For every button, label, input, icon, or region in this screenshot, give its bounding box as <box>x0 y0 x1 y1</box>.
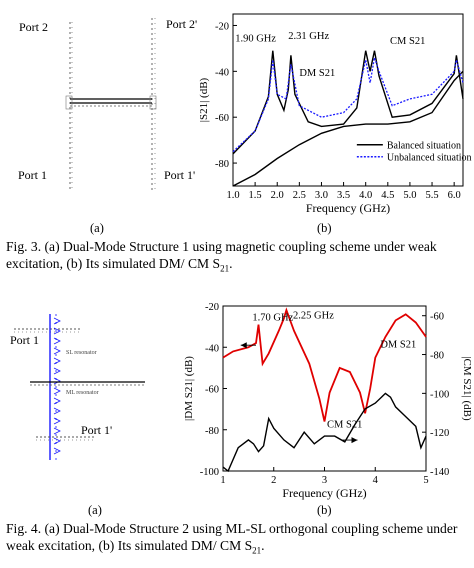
y-tick-label: -100 <box>200 467 219 478</box>
y-tick-label: -60 <box>215 113 229 124</box>
fig3-caption-text: Fig. 3. (a) Dual-Mode Structure 1 using … <box>6 239 437 271</box>
series-line-unbalanced-situation <box>232 57 464 153</box>
x-tick-label: 5.5 <box>425 190 438 201</box>
x-tick-label: 2 <box>271 475 276 486</box>
x-tick-label: 3 <box>322 475 327 486</box>
annotation-freq-2: 2.25 GHz <box>293 310 334 321</box>
x-tick-label: 5 <box>423 475 428 486</box>
fig3-s21-chart: 1.0 1.5 2.0 2.5 3.0 3.5 4.0 4.5 5.0 5.5 6.0 -20 -40 -… <box>198 13 472 215</box>
fig4-caption: Fig. 4. (a) Dual-Mode Structure 2 using … <box>6 520 468 560</box>
current-arrow-icon <box>53 397 61 405</box>
plot-frame <box>222 305 427 472</box>
fig4-caption-end: . <box>261 538 265 553</box>
y-tick-label: -80 <box>215 159 229 170</box>
current-arrow-icon <box>53 367 61 375</box>
current-arrow-icon <box>53 347 61 355</box>
x-tick-label: 6.0 <box>448 190 461 201</box>
x-axis-label: Frequency (GHz) <box>306 201 390 215</box>
y-tick-label: -40 <box>215 67 229 78</box>
current-arrow-icon <box>53 337 61 345</box>
x-tick-label: 2.5 <box>293 190 306 201</box>
y-right-tick-label: -80 <box>430 351 444 362</box>
legend-label-balanced: Balanced situation <box>387 141 461 152</box>
y-tick-label: -20 <box>215 21 229 32</box>
annotation-cm: CM S21 <box>390 36 425 47</box>
fig3-port-2p-label: Port 2' <box>166 17 198 31</box>
fig3-port-1-label: Port 1 <box>18 168 48 182</box>
fig4-caption-subscript: 21 <box>252 545 262 556</box>
fig3-caption-end: . <box>229 256 233 271</box>
current-arrow-icon <box>53 327 61 335</box>
current-arrow-icon <box>53 427 61 435</box>
y-right-axis-label: |CM S21| (dB) <box>461 356 473 421</box>
current-arrow-icon <box>53 407 61 415</box>
fig4-sublabel-a: (a) <box>88 503 102 517</box>
y-right-tick-label: -100 <box>430 389 449 400</box>
series-line-cm-s21 <box>222 392 427 473</box>
x-tick-label: 1.0 <box>226 190 239 201</box>
cm-axis-arrow-icon <box>351 437 358 444</box>
x-tick-label: 3.5 <box>337 190 350 201</box>
fig3-port-2-label: Port 2 <box>19 20 49 34</box>
fig4-port-1-label: Port 1 <box>10 333 40 347</box>
x-tick-label: 1 <box>220 475 225 486</box>
fig4-s21-chart: 1 2 3 4 5 -20 -40 -60 -80 -100 -60 -80 -100 -120 -140 F… <box>183 302 473 500</box>
annotation-dm: DM S21 <box>380 339 416 350</box>
series-line-balanced-situation <box>232 70 464 187</box>
current-arrow-icon <box>53 377 61 385</box>
current-arrow-icon <box>53 387 61 395</box>
x-tick-label: 1.5 <box>249 190 262 201</box>
annotation-dm: DM S21 <box>299 68 335 79</box>
y-right-tick-label: -140 <box>430 467 449 478</box>
y-tick-label: -20 <box>205 302 219 313</box>
y-right-tick-label: -120 <box>430 428 449 439</box>
y-tick-label: -80 <box>205 426 219 437</box>
y-axis-label: |DM S21| (dB) <box>183 356 195 421</box>
fig4-sublabel-b: (b) <box>317 503 332 517</box>
x-tick-label: 4.0 <box>359 190 372 201</box>
x-axis-label: Frequency (GHz) <box>282 486 366 500</box>
dm-axis-arrow-icon <box>240 342 247 349</box>
y-axis-label: |S21| (dB) <box>198 77 210 122</box>
x-tick-label: 5.0 <box>403 190 416 201</box>
fig4-caption-text: Fig. 4. (a) Dual-Mode Structure 2 using … <box>6 521 458 553</box>
plot-frame <box>232 13 464 187</box>
y-tick-label: -40 <box>205 343 219 354</box>
fig4-structure-drawing <box>14 314 145 460</box>
fig4-sl-resonator-label: SL resonator <box>66 350 97 356</box>
fig3-sublabel-a: (a) <box>90 221 104 235</box>
fig4-port-1p-label: Port 1' <box>81 423 113 437</box>
current-arrow-icon <box>53 317 61 325</box>
fig3-structure-drawing <box>65 18 157 192</box>
series-line-dm-s21 <box>222 307 427 422</box>
fig3-port-1p-label: Port 1' <box>164 168 196 182</box>
fig3-caption-subscript: 21 <box>220 263 230 274</box>
current-arrow-icon <box>53 447 61 455</box>
annotation-freq-1: 1.90 GHz <box>235 34 276 45</box>
x-tick-label: 3.0 <box>315 190 328 201</box>
current-arrow-icon <box>53 417 61 425</box>
fig4-ml-resonator-label: ML resonator <box>66 390 99 396</box>
current-arrows <box>53 317 61 455</box>
y-tick-label: -60 <box>205 385 219 396</box>
fig3-caption: Fig. 3. (a) Dual-Mode Structure 1 using … <box>6 238 468 278</box>
x-tick-label: 4.5 <box>381 190 394 201</box>
current-arrow-icon <box>53 357 61 365</box>
legend-label-unbalanced: Unbalanced situation <box>387 153 472 164</box>
annotation-freq-1: 1.70 GHz <box>252 312 293 323</box>
y-right-tick-label: -60 <box>430 312 444 323</box>
annotation-freq-2: 2.31 GHz <box>288 31 329 42</box>
x-tick-label: 2.0 <box>271 190 284 201</box>
annotation-cm: CM S21 <box>327 420 362 431</box>
fig3-sublabel-b: (b) <box>317 221 332 235</box>
x-tick-label: 4 <box>373 475 379 486</box>
current-arrow-icon <box>53 437 61 445</box>
